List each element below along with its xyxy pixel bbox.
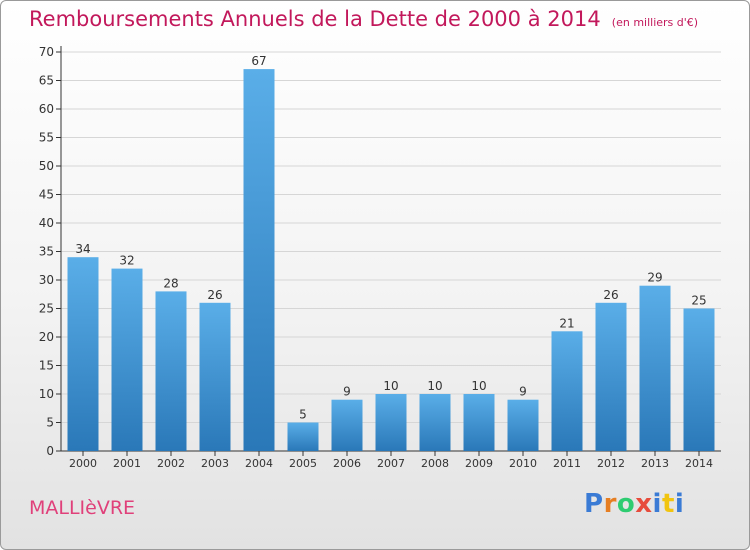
x-tick-label: 2004 [245,457,273,470]
logo-letter: o [616,489,636,519]
data-label: 26 [207,288,222,302]
data-label: 26 [603,288,618,302]
bar-2013 [639,285,671,451]
data-label: 32 [119,254,134,268]
x-tick-label: 2009 [465,457,493,470]
x-tick-label: 2011 [553,457,581,470]
x-tick-label: 2005 [289,457,317,470]
data-label: 25 [691,294,706,308]
y-tick-label: 35 [39,245,54,259]
x-tick-label: 2013 [641,457,669,470]
bar-2010 [507,399,539,451]
proxiti-logo: Proxiti [584,489,684,519]
data-label: 28 [163,276,178,290]
y-tick-label: 55 [39,131,54,145]
data-label: 10 [471,379,486,393]
logo-letter: r [603,489,617,519]
chart-title: Remboursements Annuels de la Dette de 20… [29,7,601,31]
bar-2001 [111,268,143,451]
bar-2003 [199,302,231,451]
x-tick-label: 2007 [377,457,405,470]
x-tick-label: 2001 [113,457,141,470]
data-label: 34 [75,242,90,256]
x-tick-label: 2000 [69,457,97,470]
bar-2008 [419,394,451,451]
bar-2014 [683,308,715,451]
logo-letter: t [661,489,675,519]
y-tick-label: 5 [46,416,54,430]
x-tick-label: 2008 [421,457,449,470]
bar-2004 [243,69,275,451]
x-tick-label: 2002 [157,457,185,470]
bar-2007 [375,394,407,451]
logo-letter: i [674,489,685,519]
x-tick-label: 2003 [201,457,229,470]
bar-2012 [595,302,627,451]
y-tick-label: 0 [46,444,54,458]
bar-2005 [287,422,319,451]
data-label: 21 [559,316,574,330]
y-tick-label: 40 [39,216,54,230]
y-tick-label: 45 [39,188,54,202]
bar-2006 [331,399,363,451]
y-tick-label: 25 [39,302,54,316]
data-label: 67 [251,54,266,68]
bar-2000 [67,257,99,451]
x-tick-label: 2010 [509,457,537,470]
data-label: 10 [427,379,442,393]
data-label: 5 [299,408,307,422]
chart-unit: (en milliers d'€) [611,16,699,29]
bar-2002 [155,291,187,451]
y-tick-label: 15 [39,359,54,373]
y-tick-label: 70 [39,45,54,59]
data-label: 10 [383,379,398,393]
x-tick-label: 2014 [685,457,713,470]
data-label: 9 [519,385,527,399]
logo-letter: P [584,489,604,519]
y-tick-label: 30 [39,273,54,287]
logo-letter: i [652,489,662,519]
x-tick-label: 2006 [333,457,361,470]
y-tick-label: 50 [39,159,54,173]
bar-2011 [551,331,583,451]
data-label: 29 [647,271,662,285]
bar-2009 [463,394,495,451]
x-tick-label: 2012 [597,457,625,470]
data-label: 9 [343,385,351,399]
chart-title-block: Remboursements Annuels de la Dette de 20… [29,7,698,31]
y-tick-label: 65 [39,74,54,88]
place-name: MALLIèVRE [29,497,136,519]
y-tick-label: 60 [39,102,54,116]
y-tick-label: 20 [39,330,54,344]
logo-letter: x [635,489,653,519]
y-tick-label: 10 [39,387,54,401]
